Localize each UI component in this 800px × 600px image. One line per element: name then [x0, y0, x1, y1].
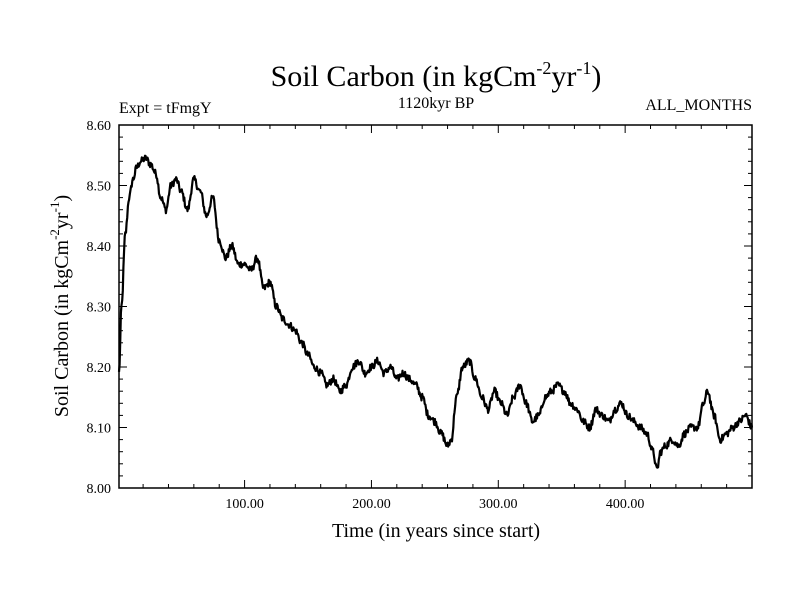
y-tick-label: 8.40 — [87, 240, 112, 255]
y-axis-label: Soil Carbon (in kgCm-2yr-1) — [47, 195, 73, 417]
ticks-layer: 100.00 200.00 300.00 400.00 8.00 8.10 8.20 8.30… — [87, 119, 752, 512]
y-tick-label: 8.50 — [87, 180, 112, 195]
y-tick-label: 8.30 — [87, 301, 112, 316]
y-tick-label: 8.60 — [87, 119, 112, 134]
subtitle-experiment: Expt = tFmgY — [119, 100, 212, 117]
x-tick-label: 200.00 — [352, 497, 391, 512]
subtitle-period: 1120kyr BP — [398, 95, 474, 112]
data-layer — [117, 154, 754, 469]
y-tick-label: 8.10 — [87, 422, 112, 437]
plot-frame — [118, 124, 753, 489]
y-tick-label: 8.20 — [87, 361, 112, 376]
x-tick-label: 300.00 — [479, 497, 518, 512]
chart-title: Soil Carbon (in kgCm-2yr-1) — [271, 58, 602, 93]
y-tick-label: 8.00 — [87, 482, 112, 497]
subtitle-months: ALL_MONTHS — [645, 97, 752, 114]
series-line — [117, 154, 754, 469]
x-tick-label: 400.00 — [606, 497, 645, 512]
x-tick-label: 100.00 — [225, 497, 264, 512]
x-axis-label: Time (in years since start) — [332, 520, 540, 542]
